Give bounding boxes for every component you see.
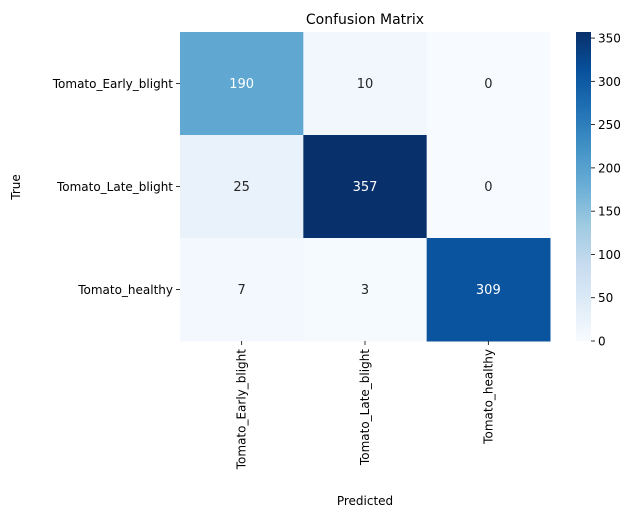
colorbar-tick-label: 0 (598, 335, 606, 349)
colorbar-tick-label: 200 (598, 161, 621, 175)
colorbar-tick-label: 350 (598, 32, 621, 46)
colorbar-tick-label: 250 (598, 118, 621, 132)
x-tick-label-tomato-late-blight: Tomato_Late_blight (358, 349, 372, 466)
cell-value-label: 357 (353, 180, 378, 195)
colorbar: 0 50 100 150 200 250 300 350 (576, 32, 621, 349)
colorbar-tick-label: 50 (598, 291, 613, 305)
y-axis-label: True (9, 174, 23, 201)
colorbar-tick-label: 100 (598, 248, 621, 262)
heatmap-cell (180, 135, 304, 239)
cell-value-label: 10 (357, 77, 374, 92)
cell-value-label: 25 (233, 180, 250, 195)
x-tick-label-tomato-healthy: Tomato_healthy (481, 349, 495, 445)
heatmap-cell (303, 135, 428, 239)
cell-value-label: 190 (229, 77, 254, 92)
x-axis-label: Predicted (337, 494, 393, 508)
y-tick-label-tomato-healthy: Tomato_healthy (77, 283, 173, 297)
cell-value-label: 0 (484, 180, 492, 195)
heatmap-cell (180, 238, 304, 342)
heatmap-cell (180, 32, 304, 136)
colorbar-tick-label: 150 (598, 205, 621, 219)
colorbar-gradient (576, 32, 591, 341)
heatmap-cell (303, 32, 428, 136)
y-tick-label-tomato-early-blight: Tomato_Early_blight (52, 77, 174, 91)
chart-title: Confusion Matrix (306, 12, 424, 28)
y-axis: Tomato_Early_blight Tomato_Late_blight Tom… (52, 77, 180, 297)
colorbar-tick-label: 300 (598, 75, 621, 89)
heatmap-cell (426, 32, 551, 136)
cell-value-label: 0 (484, 77, 492, 92)
cell-value-label: 7 (238, 283, 246, 298)
heatmap-cell (426, 238, 551, 342)
cell-value-label: 309 (476, 283, 501, 298)
heatmap-cells: 190 10 0 25 357 0 7 3 309 (180, 32, 551, 342)
x-tick-label-tomato-early-blight: Tomato_Early_blight (235, 349, 249, 471)
heatmap-cell (426, 135, 551, 239)
x-axis: Tomato_Early_blight Tomato_Late_blight Tom… (235, 341, 495, 471)
heatmap-cell (303, 238, 428, 342)
cell-value-label: 3 (361, 283, 369, 298)
y-tick-label-tomato-late-blight: Tomato_Late_blight (56, 180, 173, 194)
